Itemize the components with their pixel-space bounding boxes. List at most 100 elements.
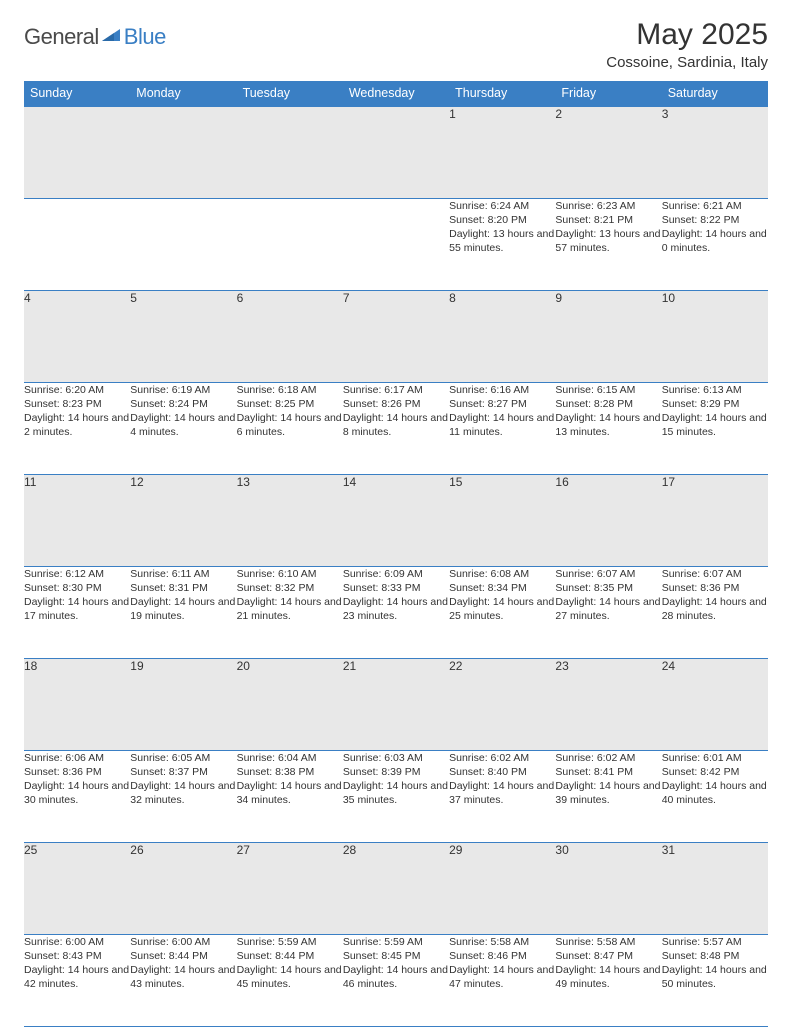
day-number-cell: 20 [237, 658, 343, 750]
sunset-text: Sunset: 8:23 PM [24, 397, 130, 411]
sunset-text: Sunset: 8:43 PM [24, 949, 130, 963]
day-number-cell: 12 [130, 474, 236, 566]
weekday-header: Tuesday [237, 81, 343, 106]
sunrise-text: Sunrise: 6:00 AM [130, 935, 236, 949]
daylight-text: Daylight: 14 hours and 49 minutes. [555, 963, 661, 991]
day-number-cell: 19 [130, 658, 236, 750]
sunrise-text: Sunrise: 6:09 AM [343, 567, 449, 581]
calendar-body: 123Sunrise: 6:24 AMSunset: 8:20 PMDaylig… [24, 106, 768, 1026]
sunrise-text: Sunrise: 6:15 AM [555, 383, 661, 397]
daylight-text: Daylight: 14 hours and 43 minutes. [130, 963, 236, 991]
daylight-text: Daylight: 14 hours and 0 minutes. [662, 227, 768, 255]
day-number-cell [130, 106, 236, 198]
day-number-cell [237, 106, 343, 198]
sunset-text: Sunset: 8:37 PM [130, 765, 236, 779]
daylight-text: Daylight: 14 hours and 4 minutes. [130, 411, 236, 439]
sunset-text: Sunset: 8:44 PM [130, 949, 236, 963]
daylight-text: Daylight: 14 hours and 21 minutes. [237, 595, 343, 623]
day-detail-cell: Sunrise: 6:08 AMSunset: 8:34 PMDaylight:… [449, 566, 555, 658]
location-text: Cossoine, Sardinia, Italy [606, 54, 768, 71]
sunset-text: Sunset: 8:39 PM [343, 765, 449, 779]
daylight-text: Daylight: 14 hours and 19 minutes. [130, 595, 236, 623]
sunrise-text: Sunrise: 6:07 AM [555, 567, 661, 581]
sunset-text: Sunset: 8:20 PM [449, 213, 555, 227]
sunset-text: Sunset: 8:34 PM [449, 581, 555, 595]
sunset-text: Sunset: 8:25 PM [237, 397, 343, 411]
day-detail-cell: Sunrise: 6:03 AMSunset: 8:39 PMDaylight:… [343, 750, 449, 842]
day-detail-cell: Sunrise: 6:20 AMSunset: 8:23 PMDaylight:… [24, 382, 130, 474]
day-detail-cell: Sunrise: 6:21 AMSunset: 8:22 PMDaylight:… [662, 198, 768, 290]
sunset-text: Sunset: 8:27 PM [449, 397, 555, 411]
sunrise-text: Sunrise: 6:07 AM [662, 567, 768, 581]
day-number-cell: 21 [343, 658, 449, 750]
sunrise-text: Sunrise: 5:57 AM [662, 935, 768, 949]
daynum-row: 123 [24, 106, 768, 198]
sunrise-text: Sunrise: 6:08 AM [449, 567, 555, 581]
sunset-text: Sunset: 8:35 PM [555, 581, 661, 595]
daylight-text: Daylight: 13 hours and 55 minutes. [449, 227, 555, 255]
sunset-text: Sunset: 8:30 PM [24, 581, 130, 595]
daylight-text: Daylight: 14 hours and 23 minutes. [343, 595, 449, 623]
day-number-cell: 28 [343, 842, 449, 934]
sunset-text: Sunset: 8:40 PM [449, 765, 555, 779]
sunrise-text: Sunrise: 6:19 AM [130, 383, 236, 397]
day-detail-cell: Sunrise: 5:59 AMSunset: 8:44 PMDaylight:… [237, 934, 343, 1026]
daylight-text: Daylight: 14 hours and 11 minutes. [449, 411, 555, 439]
sunset-text: Sunset: 8:21 PM [555, 213, 661, 227]
header: General Blue May 2025 Cossoine, Sardinia… [24, 18, 768, 71]
sunset-text: Sunset: 8:38 PM [237, 765, 343, 779]
sunrise-text: Sunrise: 6:10 AM [237, 567, 343, 581]
sunset-text: Sunset: 8:32 PM [237, 581, 343, 595]
day-number-cell: 22 [449, 658, 555, 750]
day-detail-cell: Sunrise: 5:58 AMSunset: 8:47 PMDaylight:… [555, 934, 661, 1026]
day-detail-cell [343, 198, 449, 290]
day-detail-cell [237, 198, 343, 290]
daynum-row: 11121314151617 [24, 474, 768, 566]
sunset-text: Sunset: 8:44 PM [237, 949, 343, 963]
day-number-cell: 7 [343, 290, 449, 382]
daylight-text: Daylight: 14 hours and 15 minutes. [662, 411, 768, 439]
day-detail-cell: Sunrise: 6:05 AMSunset: 8:37 PMDaylight:… [130, 750, 236, 842]
month-title: May 2025 [606, 18, 768, 52]
day-number-cell: 27 [237, 842, 343, 934]
day-detail-cell: Sunrise: 5:57 AMSunset: 8:48 PMDaylight:… [662, 934, 768, 1026]
sunrise-text: Sunrise: 6:00 AM [24, 935, 130, 949]
sunrise-text: Sunrise: 6:24 AM [449, 199, 555, 213]
day-number-cell: 1 [449, 106, 555, 198]
day-number-cell: 24 [662, 658, 768, 750]
day-number-cell: 18 [24, 658, 130, 750]
daylight-text: Daylight: 14 hours and 8 minutes. [343, 411, 449, 439]
sunset-text: Sunset: 8:41 PM [555, 765, 661, 779]
day-number-cell: 6 [237, 290, 343, 382]
day-detail-cell: Sunrise: 6:04 AMSunset: 8:38 PMDaylight:… [237, 750, 343, 842]
logo-triangle-icon [102, 27, 122, 48]
sunrise-text: Sunrise: 6:13 AM [662, 383, 768, 397]
day-detail-cell: Sunrise: 6:02 AMSunset: 8:40 PMDaylight:… [449, 750, 555, 842]
weekday-header: Monday [130, 81, 236, 106]
detail-row: Sunrise: 6:20 AMSunset: 8:23 PMDaylight:… [24, 382, 768, 474]
day-detail-cell: Sunrise: 6:15 AMSunset: 8:28 PMDaylight:… [555, 382, 661, 474]
daylight-text: Daylight: 14 hours and 45 minutes. [237, 963, 343, 991]
daylight-text: Daylight: 14 hours and 13 minutes. [555, 411, 661, 439]
sunrise-text: Sunrise: 6:21 AM [662, 199, 768, 213]
weekday-header: Thursday [449, 81, 555, 106]
day-detail-cell: Sunrise: 6:17 AMSunset: 8:26 PMDaylight:… [343, 382, 449, 474]
day-detail-cell [130, 198, 236, 290]
daylight-text: Daylight: 14 hours and 28 minutes. [662, 595, 768, 623]
day-detail-cell: Sunrise: 5:58 AMSunset: 8:46 PMDaylight:… [449, 934, 555, 1026]
sunrise-text: Sunrise: 6:12 AM [24, 567, 130, 581]
day-detail-cell [24, 198, 130, 290]
title-block: May 2025 Cossoine, Sardinia, Italy [606, 18, 768, 71]
weekday-header: Sunday [24, 81, 130, 106]
day-number-cell: 13 [237, 474, 343, 566]
daylight-text: Daylight: 13 hours and 57 minutes. [555, 227, 661, 255]
day-detail-cell: Sunrise: 6:24 AMSunset: 8:20 PMDaylight:… [449, 198, 555, 290]
daylight-text: Daylight: 14 hours and 47 minutes. [449, 963, 555, 991]
sunset-text: Sunset: 8:42 PM [662, 765, 768, 779]
daylight-text: Daylight: 14 hours and 46 minutes. [343, 963, 449, 991]
weekday-header: Wednesday [343, 81, 449, 106]
logo-text-general: General [24, 24, 99, 50]
day-detail-cell: Sunrise: 6:02 AMSunset: 8:41 PMDaylight:… [555, 750, 661, 842]
daylight-text: Daylight: 14 hours and 30 minutes. [24, 779, 130, 807]
day-number-cell: 14 [343, 474, 449, 566]
